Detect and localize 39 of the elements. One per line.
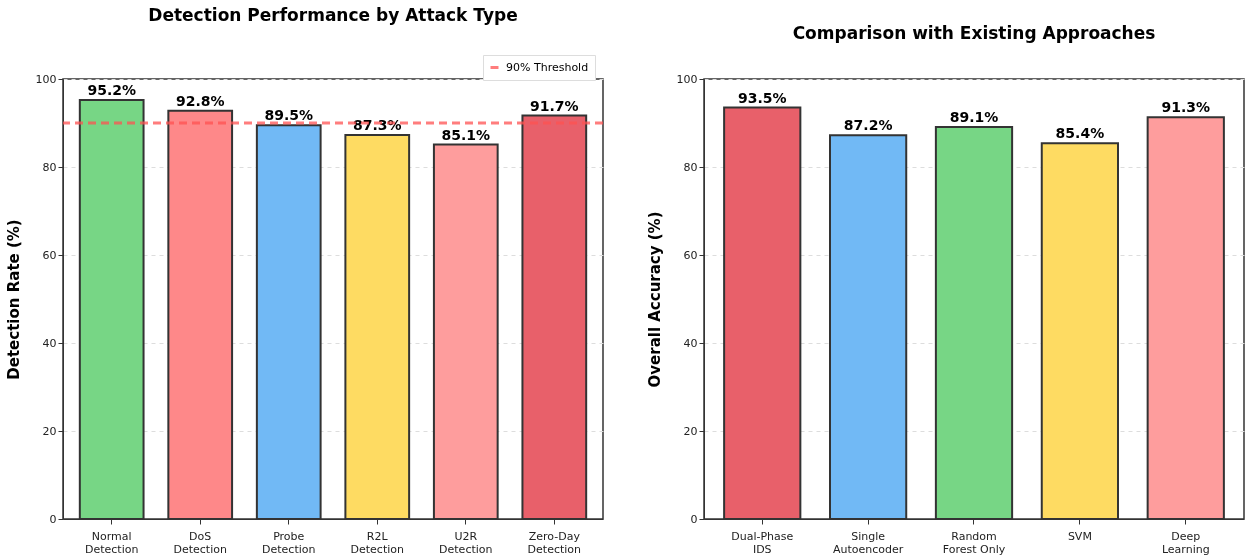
data-label: 95.2% bbox=[87, 82, 136, 99]
data-label: 91.7% bbox=[530, 97, 579, 114]
y-tick-label: 80 bbox=[683, 160, 698, 174]
y-tick-label: 100 bbox=[676, 72, 698, 86]
x-tick-label: Random Forest Only bbox=[942, 529, 1006, 556]
y-tick-label: 20 bbox=[42, 424, 57, 438]
y-tick-label: 80 bbox=[42, 160, 57, 174]
y-tick-label: 20 bbox=[683, 424, 698, 438]
x-tick-label: Normal Detection bbox=[84, 529, 139, 556]
x-tick-label: Dual-Phase IDS bbox=[731, 529, 794, 556]
data-label: 89.1% bbox=[949, 108, 999, 125]
chart-title: Comparison with Existing Approaches bbox=[792, 23, 1156, 43]
x-tick-label: R2L Detection bbox=[350, 529, 405, 556]
data-label: 91.3% bbox=[1161, 99, 1211, 116]
y-tick-label: 0 bbox=[49, 512, 57, 526]
legend-label: 90% Threshold bbox=[506, 60, 589, 74]
data-label: 87.3% bbox=[352, 116, 402, 133]
data-label: 89.5% bbox=[264, 107, 314, 124]
data-label: 93.5% bbox=[737, 89, 787, 106]
y-tick-label: 60 bbox=[42, 248, 57, 262]
y-axis-title: Detection Rate (%) bbox=[4, 219, 23, 380]
y-tick-label: 100 bbox=[35, 72, 57, 86]
x-tick-label: Probe Detection bbox=[262, 529, 316, 556]
data-label: 85.4% bbox=[1055, 125, 1105, 142]
x-tick-label: Single Autoencoder bbox=[832, 529, 904, 556]
data-label: 92.8% bbox=[175, 92, 225, 109]
data-label: 85.1% bbox=[441, 126, 491, 143]
x-tick-label: SVM bbox=[1067, 529, 1092, 543]
y-tick-label: 40 bbox=[42, 336, 57, 350]
y-tick-label: 0 bbox=[690, 512, 698, 526]
x-tick-label: Zero-Day Detection bbox=[527, 529, 582, 556]
x-tick-label: U2R Detection bbox=[439, 529, 493, 556]
data-label: 87.2% bbox=[843, 117, 893, 134]
x-tick-label: DoS Detection bbox=[173, 529, 227, 556]
x-tick-label: Deep Learning bbox=[1161, 529, 1210, 556]
y-axis-title: Overall Accuracy (%) bbox=[645, 211, 664, 388]
y-tick-label: 60 bbox=[683, 248, 698, 262]
chart-title: Detection Performance by Attack Type bbox=[148, 4, 518, 25]
y-tick-label: 40 bbox=[683, 336, 698, 350]
